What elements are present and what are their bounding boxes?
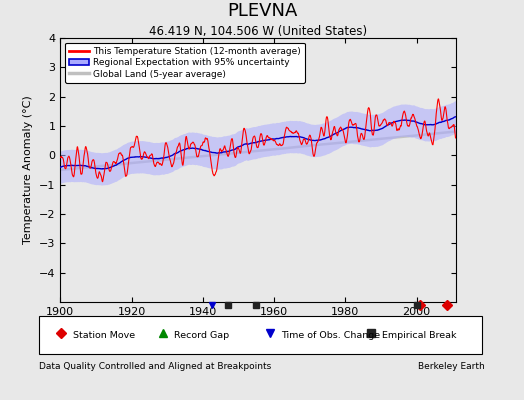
Text: Record Gap: Record Gap	[174, 331, 230, 340]
Text: Data Quality Controlled and Aligned at Breakpoints: Data Quality Controlled and Aligned at B…	[39, 362, 271, 371]
Text: PLEVNA: PLEVNA	[227, 2, 297, 20]
Title: 46.419 N, 104.506 W (United States): 46.419 N, 104.506 W (United States)	[149, 25, 367, 38]
Text: Empirical Break: Empirical Break	[383, 331, 457, 340]
Text: Station Move: Station Move	[72, 331, 135, 340]
Text: Time of Obs. Change: Time of Obs. Change	[281, 331, 380, 340]
Text: Berkeley Earth: Berkeley Earth	[418, 362, 485, 371]
Legend: This Temperature Station (12-month average), Regional Expectation with 95% uncer: This Temperature Station (12-month avera…	[65, 42, 305, 83]
Y-axis label: Temperature Anomaly (°C): Temperature Anomaly (°C)	[24, 96, 34, 244]
